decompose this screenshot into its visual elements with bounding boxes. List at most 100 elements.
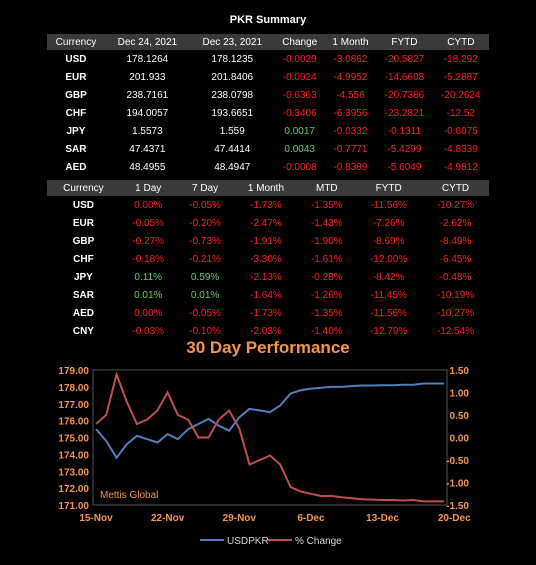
currency-cell: GBP <box>72 235 95 247</box>
currency-cell: EUR <box>65 71 87 83</box>
value-cell: -1.73% <box>250 199 282 211</box>
table-row: USD 178.1264 178.1235 -0.0029 -3.0862 -20.582… <box>47 50 489 68</box>
value-cell: -3.0862 <box>333 53 368 65</box>
value-cell: -4.9952 <box>333 71 368 83</box>
value-cell: -12.00% <box>370 253 408 265</box>
column-header: CYTD <box>422 180 489 196</box>
returns-header-row: Currency 1 Day 7 Day 1 Month MTD FYTD CYTD <box>47 180 489 196</box>
chart-legend: USDPKR % Change <box>200 536 342 547</box>
value-cell: -11.56% <box>370 199 407 211</box>
left-axis-tick-label: 179.00 <box>58 366 89 377</box>
value-cell: -2.47% <box>250 217 282 229</box>
value-cell: -0.28% <box>310 271 343 283</box>
value-cell: -4.8339 <box>443 143 478 155</box>
value-cell: -12.52 <box>446 107 475 119</box>
value-cell: 0.01% <box>190 289 220 301</box>
value-cell: 178.1264 <box>126 53 169 65</box>
column-header: Dec 23, 2021 <box>189 34 275 50</box>
value-cell: 47.4414 <box>214 143 251 155</box>
value-cell: -0.1311 <box>387 125 422 137</box>
value-cell: -5.4299 <box>387 143 422 155</box>
value-cell: -1.40% <box>310 325 343 337</box>
table-row: AED 0.00% -0.05% -1.73% -1.35% -11.56% -10.27% <box>47 304 489 322</box>
table-row: EUR -0.05% -0.20% -2.47% -1.43% -7.26% -2.62% <box>47 214 489 232</box>
value-cell: -1.73% <box>250 307 282 319</box>
value-cell: -20.2624 <box>441 89 481 101</box>
column-header: CYTD <box>432 34 489 50</box>
left-axis-tick-label: 172.00 <box>58 484 89 495</box>
value-cell: -1.43% <box>310 217 343 229</box>
value-cell: -1.90% <box>310 235 343 247</box>
column-header: Currency <box>47 180 120 196</box>
currency-cell: GBP <box>65 89 87 101</box>
value-cell: -0.6363 <box>282 89 317 101</box>
value-cell: 0.11% <box>134 271 163 283</box>
value-cell: -2.13% <box>250 271 282 283</box>
value-cell: 238.7161 <box>126 89 169 101</box>
value-cell: -0.05% <box>189 307 221 319</box>
column-header: 1 Month <box>233 180 299 196</box>
legend-label: USDPKR <box>227 536 269 547</box>
x-axis-tick-label: 22-Nov <box>151 513 185 524</box>
value-cell: 48.4947 <box>214 161 251 173</box>
value-cell: -12.79% <box>370 325 408 337</box>
value-cell: 178.1235 <box>211 53 254 65</box>
column-header: 7 Day <box>176 180 234 196</box>
left-axis-tick-label: 173.00 <box>58 467 89 478</box>
table-row: GBP 238.7161 238.0798 -0.6363 -4.556 -20.7386… <box>47 86 489 104</box>
value-cell: -5.2887 <box>443 71 478 83</box>
legend-label: % Change <box>295 536 342 547</box>
value-cell: -0.48% <box>439 271 472 283</box>
value-cell: -8.42% <box>372 271 405 283</box>
value-cell: -8.49% <box>439 235 472 247</box>
left-axis-tick-label: 175.00 <box>58 434 89 445</box>
right-axis-tick-label: -1.50 <box>446 501 469 512</box>
returns-body: USD 0.00% -0.05% -1.73% -1.35% -11.56% -10.27%… <box>47 196 489 340</box>
right-axis-tick-label: -0.50 <box>446 456 469 467</box>
currency-cell: JPY <box>66 125 86 137</box>
column-header: 1 Day <box>119 180 177 196</box>
table-row: AED 48.4955 48.4947 -0.0008 -0.8389 -5.6049 -4… <box>47 158 489 176</box>
value-cell: 0.00% <box>134 307 163 319</box>
table-row: GBP -0.27% -0.73% -1.91% -1.90% -8.69% -8.49% <box>47 232 489 250</box>
value-cell: -10.19% <box>436 289 475 301</box>
table-row: CHF -0.18% -0.21% -3.30% -1.61% -12.00% -6.45% <box>47 250 489 268</box>
value-cell: 0.00% <box>134 199 163 211</box>
value-cell: 238.0798 <box>211 89 254 101</box>
value-cell: -0.27% <box>132 235 165 247</box>
currency-cell: AED <box>72 307 94 319</box>
value-cell: -0.18% <box>132 253 165 265</box>
value-cell: 201.8406 <box>211 71 254 83</box>
column-header: 1 Month <box>324 34 377 50</box>
value-cell: 0.0043 <box>284 143 315 155</box>
column-header: Change <box>274 34 325 50</box>
chart-title: 30 Day Performance <box>186 338 350 357</box>
value-cell: -0.73% <box>189 235 221 247</box>
plot-area <box>92 369 448 506</box>
currency-cell: USD <box>65 53 87 65</box>
currency-cell: SAR <box>72 289 94 301</box>
left-axis-tick-label: 171.00 <box>58 501 89 512</box>
x-axis-tick-label: 29-Nov <box>223 513 257 524</box>
column-header: Dec 24, 2021 <box>104 34 190 50</box>
right-axis-tick-label: -1.00 <box>446 479 469 490</box>
right-axis-tick-label: 0.00 <box>450 434 470 445</box>
column-header: FYTD <box>355 180 423 196</box>
currency-cell: CNY <box>72 325 94 337</box>
value-cell: -0.05% <box>189 199 221 211</box>
value-cell: -11.56% <box>370 307 407 319</box>
chart-lines <box>95 371 444 503</box>
rates-body: USD 178.1264 178.1235 -0.0029 -3.0862 -20.582… <box>47 50 489 194</box>
table-row: USD 0.00% -0.05% -1.73% -1.35% -11.56% -10.27% <box>47 196 489 214</box>
value-cell: -2.03% <box>250 325 282 337</box>
value-cell: -20.5827 <box>384 53 425 65</box>
value-cell: -3.30% <box>250 253 282 265</box>
value-cell: 201.933 <box>129 71 166 83</box>
left-axis-tick-label: 176.00 <box>58 417 89 428</box>
value-cell: -4.9812 <box>443 161 478 173</box>
value-cell: -0.21% <box>189 253 221 265</box>
value-cell: -0.0924 <box>282 71 317 83</box>
x-axis-tick-label: 15-Nov <box>79 513 113 524</box>
value-cell: -0.0332 <box>333 125 368 137</box>
value-cell: -0.3406 <box>282 107 317 119</box>
